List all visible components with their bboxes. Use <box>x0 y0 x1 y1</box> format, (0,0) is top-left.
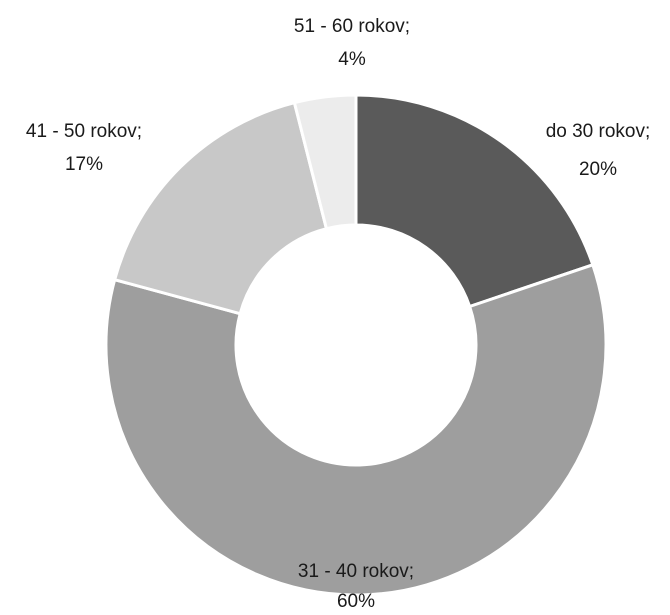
slice-category-label: 31 - 40 rokov; <box>298 561 414 582</box>
donut-slice <box>113 101 328 316</box>
slice-category-label: 41 - 50 rokov; <box>26 121 142 142</box>
slice-value-label: 17% <box>65 154 103 175</box>
donut-slice <box>354 93 595 309</box>
slice-category-label: 51 - 60 rokov; <box>294 16 410 37</box>
slice-value-label: 60% <box>337 591 375 610</box>
slice-value-label: 20% <box>579 159 617 180</box>
slices-layer <box>104 93 608 597</box>
slice-value-label: 4% <box>338 49 366 70</box>
donut-slice <box>292 93 358 231</box>
labels-layer: do 30 rokov; 20% 31 - 40 rokov; 60% 41 - 50 … <box>26 16 651 612</box>
donut-slice <box>104 263 608 597</box>
slice-category-label: do 30 rokov; <box>546 121 651 142</box>
